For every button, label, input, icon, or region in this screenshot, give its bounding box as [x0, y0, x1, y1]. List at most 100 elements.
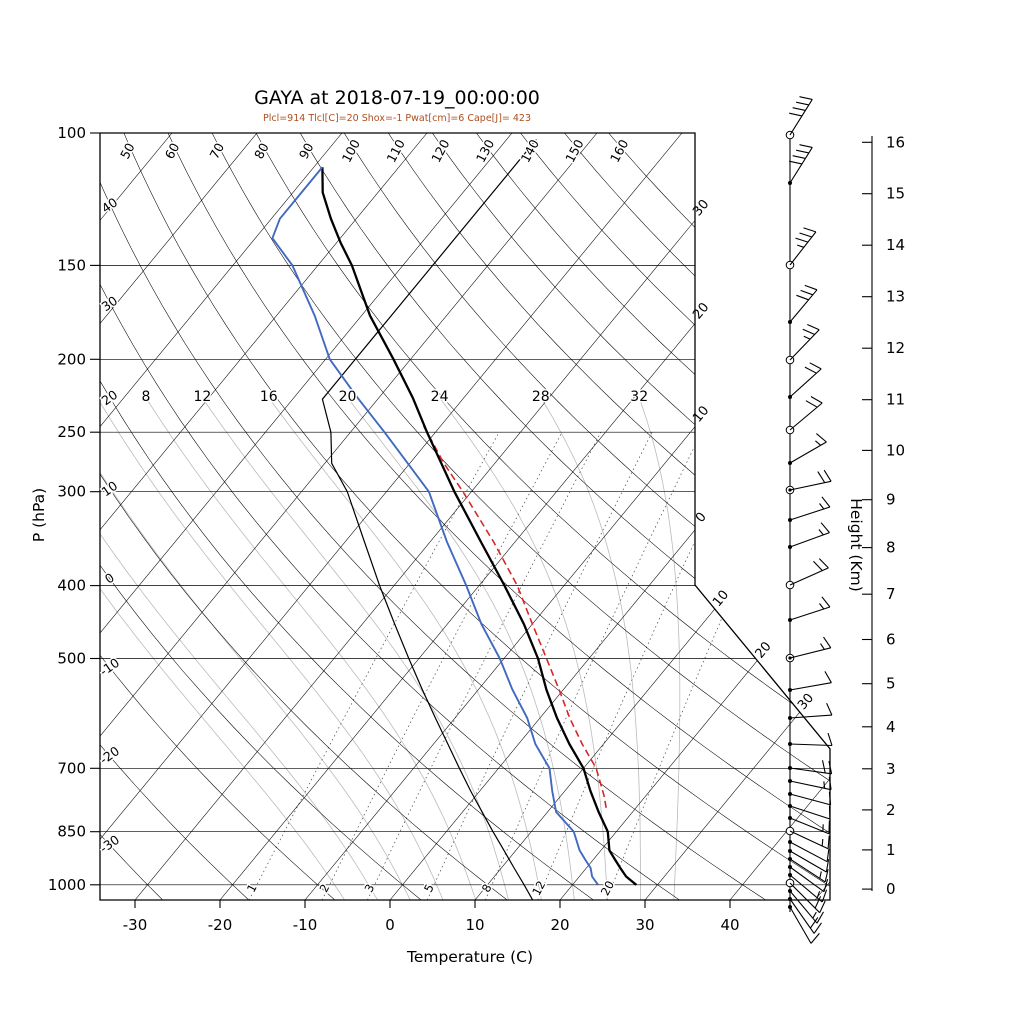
wind-barb-feather: [805, 285, 817, 289]
wind-barb: [786, 397, 822, 434]
moist-adiabat-line: [541, 398, 641, 900]
wind-barb-feather: [814, 923, 821, 934]
wind-barb: [786, 470, 831, 494]
mixing-ratio-line: [485, 432, 701, 900]
wind-barb-feather: [810, 363, 822, 369]
wind-barb-feather: [828, 836, 829, 849]
dry-adiabat-line: [609, 133, 1024, 900]
wind-barb-shaft: [790, 147, 812, 183]
pressure-tick-label: 850: [57, 823, 86, 841]
mixing-ratio-label: 12: [529, 878, 548, 897]
wind-barb-shaft: [790, 768, 832, 774]
wind-barb-feather: [822, 597, 830, 607]
wind-barb-feather: [800, 97, 813, 100]
dry-adiabat-top-label: 100: [339, 137, 363, 165]
x-axis-label: Temperature (C): [406, 948, 533, 966]
wind-barb-feather: [825, 671, 832, 682]
wind-barb: [788, 145, 812, 185]
wind-barb: [786, 325, 819, 364]
wind-barb: [786, 559, 828, 589]
dry-adiabat-line: [80, 133, 766, 900]
wind-barb-feather: [793, 108, 806, 111]
wind-barb: [786, 97, 812, 139]
wind-barb-half-feather: [813, 912, 817, 918]
wind-barb-shaft: [790, 842, 827, 862]
wind-barb-feather: [811, 397, 822, 404]
isotherm-line: [0, 133, 2, 900]
wind-barb-feather: [818, 472, 825, 483]
wind-barb-shaft: [790, 232, 816, 265]
isotherm-line: [0, 133, 512, 900]
height-tick-label: 3: [886, 760, 896, 778]
dry-adiabat-top-label: 60: [162, 140, 183, 161]
dry-adiabat-top-label: 70: [206, 140, 227, 161]
isotherm-line: [220, 133, 852, 900]
wind-barb-shaft: [790, 533, 830, 547]
wind-barb-half-feather: [804, 336, 810, 339]
wind-barb-feather: [828, 733, 832, 745]
wind-barb: [788, 905, 819, 943]
moist-adiabat-label: 8: [141, 389, 150, 405]
isotherm-line: [0, 133, 597, 900]
wind-barb: [788, 363, 821, 399]
moist-adiabat-label: 24: [431, 389, 449, 405]
wind-barb-feather: [793, 156, 806, 159]
pressure-tick-label: 500: [57, 650, 86, 668]
dry-adiabat-top-label: 150: [562, 137, 586, 165]
isotherm-line: [305, 133, 937, 900]
dry-adiabat-line: [0, 133, 594, 900]
wind-barb-shaft: [790, 607, 830, 620]
temperature-tick-label: 10: [465, 916, 484, 934]
height-tick-label: 7: [886, 585, 896, 603]
mixing-ratio-line: [538, 432, 746, 900]
isotherm-line: [730, 133, 1024, 900]
height-tick-label: 9: [886, 491, 896, 509]
mixing-ratio-line: [607, 432, 805, 900]
wind-barb-shaft: [790, 794, 831, 805]
temperature-tick-label: -30: [123, 916, 148, 934]
temperature-profile-line: [322, 167, 636, 885]
wind-barb-feather: [789, 113, 802, 116]
height-tick-label: 0: [886, 880, 896, 898]
moist-adiabat-label: 16: [260, 389, 278, 405]
wind-barb: [788, 523, 830, 549]
wind-barb-feather: [801, 290, 813, 294]
wind-barb-feather: [824, 637, 831, 648]
dry-adiabat-line: [168, 133, 938, 900]
isotherm-edge-label: 30: [690, 197, 712, 219]
wind-barb-shaft: [790, 648, 831, 658]
wind-barb: [788, 597, 830, 622]
wind-barb-shaft: [790, 99, 812, 135]
wind-barb: [786, 879, 825, 913]
pressure-tick-label: 1000: [48, 876, 86, 894]
temperature-tick-label: 40: [720, 916, 739, 934]
dry-adiabat-line: [124, 133, 852, 900]
wind-barb: [788, 792, 831, 805]
wind-barb-feather: [822, 497, 830, 507]
wind-barb: [788, 849, 829, 872]
wind-barb-feather: [804, 228, 816, 232]
wind-barb-shaft: [790, 290, 817, 322]
height-axis-label: Height (Km): [847, 498, 865, 592]
wind-barb: [788, 760, 832, 774]
moist-adiabat-label: 20: [339, 389, 357, 405]
wind-barb-feather: [796, 150, 809, 153]
dry-adiabat-line: [0, 133, 163, 900]
moist-adiabat-line: [440, 398, 608, 900]
wind-barb: [788, 497, 830, 522]
dry-adiabat-line: [521, 133, 1024, 900]
wind-barb-half-feather: [815, 441, 820, 446]
height-tick-label: 8: [886, 539, 896, 557]
dry-adiabat-left-label: 30: [99, 293, 121, 314]
wind-barb-feather: [806, 401, 817, 408]
moist-adiabat-line: [97, 398, 443, 900]
dry-adiabat-top-label: 130: [473, 137, 497, 165]
wind-barb-feather: [827, 703, 832, 715]
dry-adiabat-line: [300, 133, 1024, 900]
wind-barb: [786, 637, 831, 662]
temperature-tick-label: -10: [293, 916, 318, 934]
dry-adiabat-line: [36, 133, 680, 900]
wind-barb-half-feather: [797, 245, 804, 247]
wind-barb-feather: [800, 233, 812, 237]
